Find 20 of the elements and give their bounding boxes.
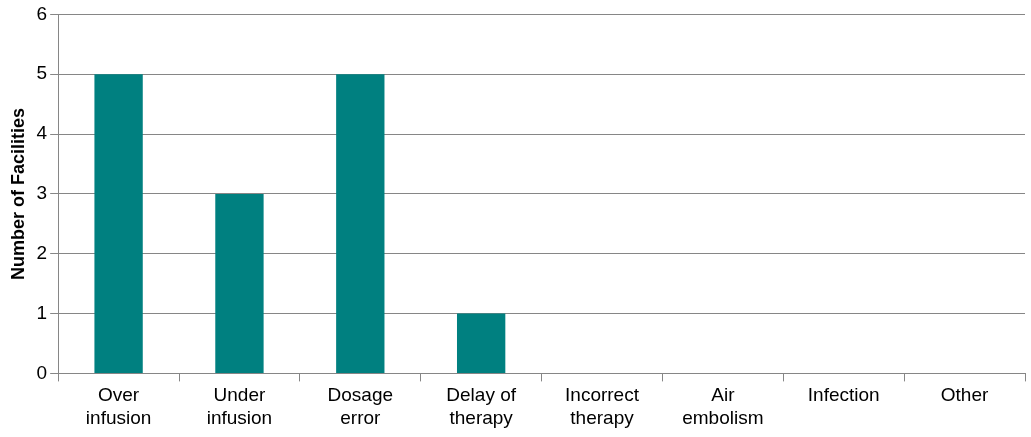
y-axis-title: Number of Facilities [7, 107, 28, 280]
x-tick-label: Delay of therapy [446, 384, 517, 428]
bar [215, 193, 264, 373]
x-tick-label: Other [940, 384, 989, 406]
bar [94, 74, 143, 373]
y-tick-label: 1 [36, 301, 48, 323]
x-tick-label: Over infusion [85, 384, 152, 428]
bar [336, 74, 385, 373]
x-tick-label: Infection [807, 384, 880, 406]
y-tick-label: 3 [36, 182, 48, 204]
x-tick-label: Under infusion [206, 384, 273, 428]
x-tick-label: Incorrect therapy [565, 384, 640, 428]
y-tick-label: 0 [36, 361, 48, 383]
x-tick-label: Dosage error [327, 384, 394, 428]
y-tick-label: 5 [36, 62, 48, 84]
y-tick-label: 6 [36, 2, 48, 24]
x-tick-label: Air embolism [682, 384, 764, 428]
bar [456, 313, 506, 373]
y-tick-label: 2 [36, 241, 48, 263]
y-tick-label: 4 [36, 122, 48, 144]
